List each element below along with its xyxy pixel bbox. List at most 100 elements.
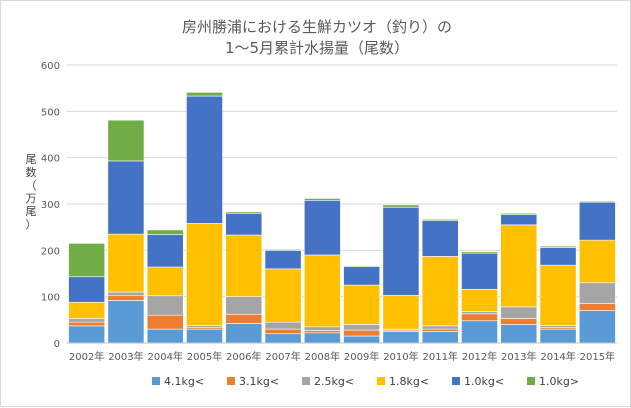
bar-segment bbox=[500, 324, 538, 344]
x-tick-label: 2012年 bbox=[462, 350, 497, 363]
bar-segment bbox=[461, 313, 498, 322]
bar-segment bbox=[343, 324, 381, 331]
bar-segment bbox=[382, 294, 420, 330]
bar-segment bbox=[225, 212, 263, 236]
bar-segment bbox=[539, 325, 577, 329]
bar-segment bbox=[186, 325, 223, 329]
bar-segment bbox=[382, 206, 420, 296]
bar-segment bbox=[303, 330, 341, 334]
bar-segment bbox=[500, 224, 538, 308]
bar-segment bbox=[578, 310, 616, 344]
bar-segment bbox=[461, 251, 498, 254]
bar-segment bbox=[107, 160, 145, 235]
legend-swatch bbox=[452, 377, 460, 385]
legend-label: 1.0kg> bbox=[539, 375, 579, 388]
bar-segment bbox=[343, 284, 381, 325]
y-tick-label: 100 bbox=[41, 293, 60, 304]
bar-segment bbox=[225, 211, 263, 214]
legend-item: 3.1kg< bbox=[227, 375, 279, 388]
legend: 4.1kg< 3.1kg< 2.5kg< 1.8kg< 1.0kg< 1.0kg> bbox=[152, 375, 579, 388]
bar-segment bbox=[578, 282, 616, 304]
legend-label: 1.8kg< bbox=[389, 375, 429, 388]
bar-segment bbox=[303, 332, 341, 344]
bar-segment bbox=[500, 214, 538, 226]
y-tick-label: 300 bbox=[41, 200, 60, 211]
x-tick-label: 2015年 bbox=[580, 350, 615, 363]
x-tick-label: 2003年 bbox=[108, 350, 143, 363]
bar-segment bbox=[225, 296, 263, 315]
bar-segment bbox=[107, 119, 145, 162]
bar-segment bbox=[500, 318, 538, 325]
bar-segment bbox=[68, 276, 106, 303]
bar-segment bbox=[225, 313, 263, 324]
bar-segment bbox=[421, 325, 459, 330]
bar-segment bbox=[539, 264, 577, 326]
legend-swatch bbox=[227, 377, 235, 385]
x-tick-label: 2006年 bbox=[226, 350, 261, 363]
bar-segment bbox=[578, 303, 616, 311]
y-tick-label: 400 bbox=[41, 154, 60, 165]
x-tick-label: 2004年 bbox=[147, 350, 182, 363]
legend-item: 4.1kg< bbox=[152, 375, 204, 388]
legend-label: 1.0kg< bbox=[464, 375, 504, 388]
bar-segment bbox=[264, 250, 302, 270]
bar-segment bbox=[68, 321, 106, 327]
legend-swatch bbox=[152, 377, 160, 385]
y-tick-label: 500 bbox=[41, 107, 60, 118]
legend-item: 1.0kg< bbox=[452, 375, 504, 388]
bar-segment bbox=[461, 320, 498, 344]
bar-segment bbox=[303, 198, 341, 201]
legend-swatch bbox=[527, 377, 535, 385]
x-tick-label: 2011年 bbox=[422, 350, 457, 363]
bar-segment bbox=[578, 239, 616, 284]
chart-title-line-2: 1～5月累計水揚量（尾数） bbox=[225, 39, 409, 57]
bar-segment bbox=[146, 295, 184, 316]
bar-segment bbox=[264, 268, 302, 323]
legend-item: 2.5kg< bbox=[302, 375, 354, 388]
bar-segment bbox=[264, 249, 302, 251]
bar-segment bbox=[303, 199, 341, 256]
legend-swatch bbox=[377, 377, 385, 385]
bar-segment bbox=[264, 321, 302, 330]
bar-segment bbox=[343, 266, 381, 286]
bar-segment bbox=[461, 288, 498, 312]
bar-segment bbox=[146, 234, 184, 268]
bar-segment bbox=[303, 254, 341, 328]
bar-segment bbox=[264, 333, 302, 344]
bar-segment bbox=[225, 234, 263, 297]
bar-segment bbox=[421, 331, 459, 344]
bar-segment bbox=[68, 325, 106, 344]
bar-segment bbox=[500, 212, 538, 215]
bar-segment bbox=[343, 265, 381, 267]
legend-item: 1.0kg> bbox=[527, 375, 579, 388]
bar-segment bbox=[146, 314, 184, 330]
y-axis-ticks: 0 100 200 300 400 500 600 bbox=[41, 61, 60, 350]
x-tick-label: 2010年 bbox=[383, 350, 418, 363]
x-tick-label: 2009年 bbox=[344, 350, 379, 363]
legend-label: 4.1kg< bbox=[164, 375, 204, 388]
bar-segment bbox=[146, 328, 184, 344]
x-tick-label: 2014年 bbox=[540, 350, 575, 363]
bar-segment bbox=[421, 220, 459, 257]
bar-segment bbox=[146, 266, 184, 297]
bar-segment bbox=[107, 233, 145, 293]
bar-segment bbox=[539, 247, 577, 266]
bar-segment bbox=[461, 311, 498, 315]
bar-segment bbox=[146, 229, 184, 235]
y-tick-label: 200 bbox=[41, 246, 60, 257]
legend-swatch bbox=[302, 377, 310, 385]
bar-segment bbox=[186, 95, 223, 224]
bar-segment bbox=[68, 301, 106, 319]
x-tick-label: 2013年 bbox=[501, 350, 536, 363]
bars bbox=[68, 92, 616, 344]
bar-segment bbox=[421, 328, 459, 332]
chart-title-line-1: 房州勝浦における生鮮カツオ（釣り）の bbox=[182, 18, 452, 36]
bar-segment bbox=[303, 326, 341, 331]
bar-segment bbox=[264, 328, 302, 335]
bar-segment bbox=[382, 331, 420, 344]
y-axis-label: 尾数（万尾） bbox=[26, 153, 37, 231]
bar-segment bbox=[343, 335, 381, 344]
x-tick-label: 2002年 bbox=[69, 350, 104, 363]
